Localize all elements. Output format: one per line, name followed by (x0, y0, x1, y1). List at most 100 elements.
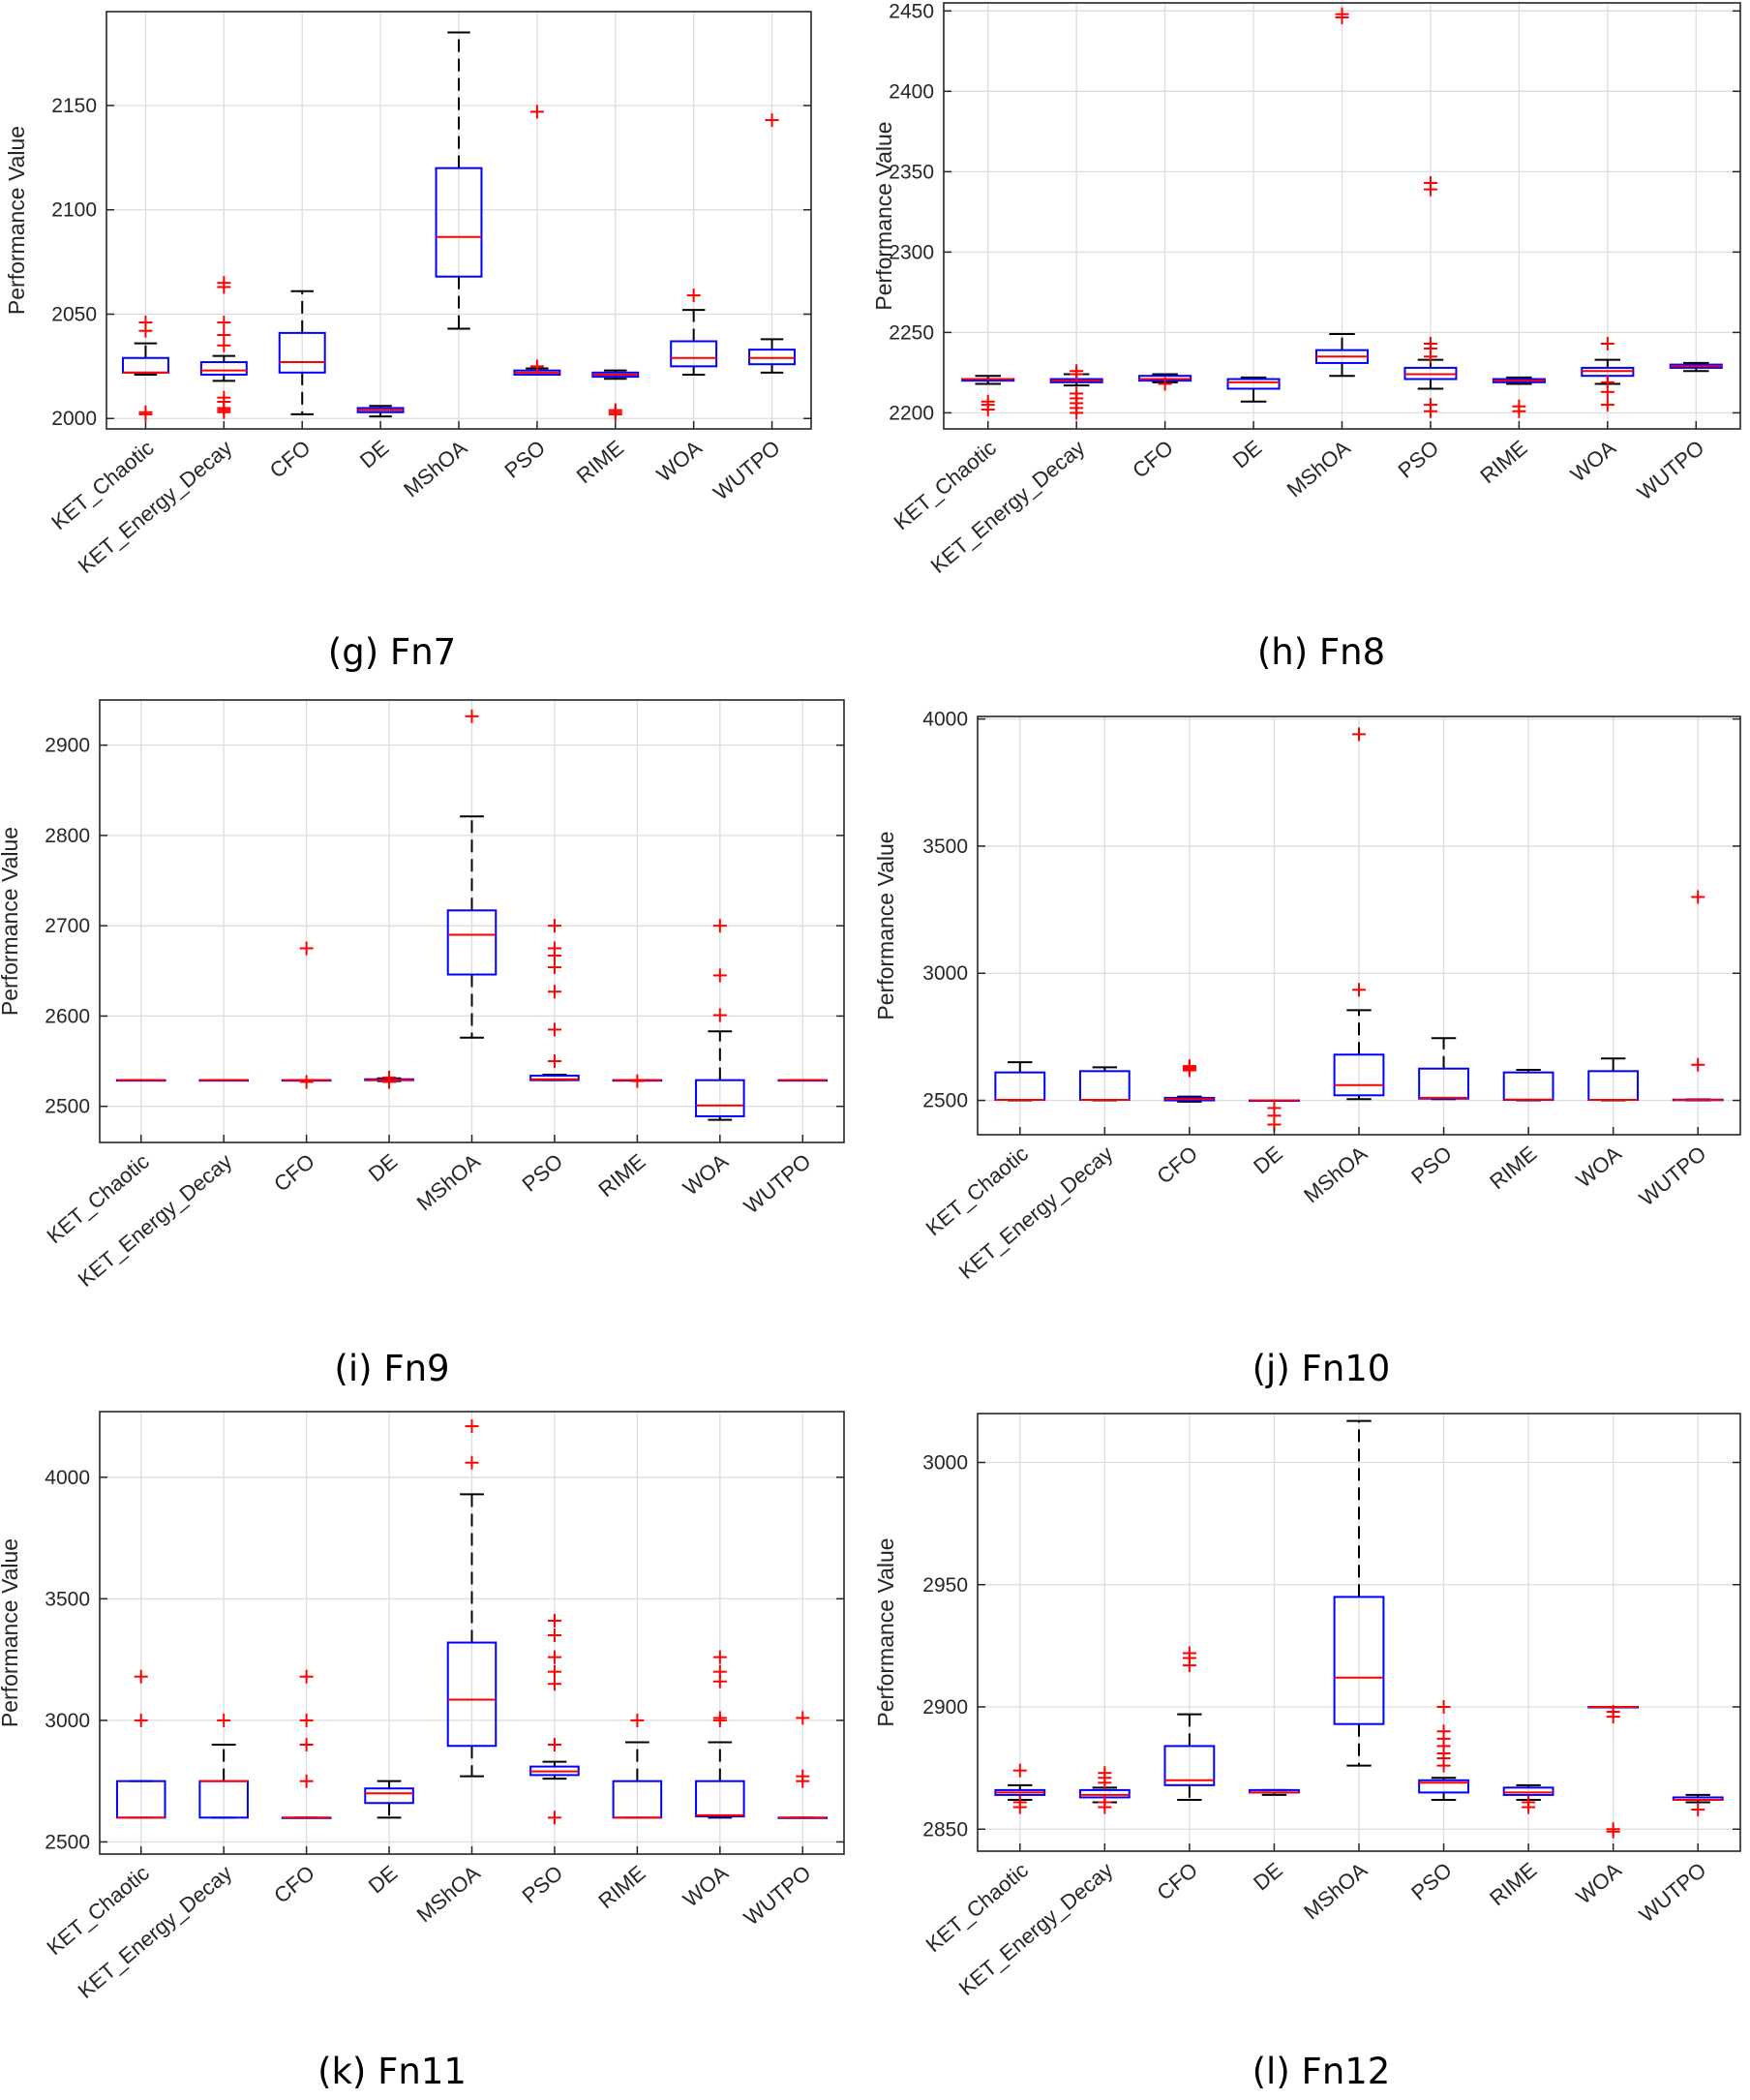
chart-panel-l: 2850 2900 2950 3000 KET_Chaotic KET_Energy_De… (876, 1394, 1750, 2053)
x-tick-label: DE (1228, 436, 1266, 473)
iqr-box (1333, 1596, 1385, 1725)
outlier-marker (1352, 983, 1366, 997)
iqr-box (446, 1641, 498, 1748)
box-KET_Chaotic (121, 316, 169, 421)
box-RIME (1492, 376, 1546, 418)
box-WOA (1587, 1705, 1640, 1839)
outlier-marker (1182, 1059, 1196, 1074)
caption-fn11: (k) Fn11 (317, 2051, 467, 2092)
outlier-marker (1512, 399, 1526, 413)
x-tick-label: WUTPO (739, 1149, 816, 1219)
y-tick-label: 2250 (889, 321, 934, 344)
outlier-marker (134, 1713, 148, 1727)
outlier-marker (217, 276, 231, 290)
y-tick-label: 2600 (45, 1005, 90, 1027)
y-tick-label: 2850 (922, 1818, 968, 1841)
boxplot-fn10: 2500300035004000KET_ChaoticKET_Energy_De… (876, 709, 1741, 1284)
caption-fn12: (l) Fn12 (1252, 2051, 1391, 2092)
x-tick-label: WOA (1566, 435, 1621, 486)
iqr-box (364, 1787, 414, 1805)
outlier-marker (1600, 337, 1614, 350)
box-DE (364, 1780, 414, 1819)
iqr-box (695, 1780, 745, 1818)
y-tick-label: 2200 (889, 402, 934, 424)
outlier-marker (1352, 727, 1366, 742)
x-tick-label: WUTPO (709, 436, 785, 505)
x-tick-label: KET_Energy_Decay (74, 436, 237, 578)
x-tick-label: WUTPO (739, 1861, 816, 1931)
box-MShOA (1333, 1419, 1385, 1767)
chart-panel-j: 2500 3000 3500 4000 KET_Chaotic KET_Energy_De… (876, 683, 1750, 1341)
box-CFO (281, 1669, 332, 1819)
x-tick-label: CFO (1152, 1141, 1202, 1189)
box-KET_Energy_Decay (1078, 1766, 1131, 1814)
x-tick-label: WUTPO (1635, 1141, 1711, 1211)
y-tick-label: 2900 (45, 735, 90, 757)
y-tick-label: 4000 (45, 1467, 90, 1489)
x-tick-label: MShOA (1282, 435, 1355, 502)
outlier-marker (1691, 1057, 1705, 1072)
box-PSO (1403, 175, 1458, 418)
y-tick-label: 4000 (922, 709, 968, 731)
box-DE (1226, 376, 1281, 403)
y-axis-label: Performance Value (4, 126, 29, 315)
outlier-marker (1423, 175, 1437, 190)
outlier-marker (712, 919, 727, 933)
x-tick-label: DE (1249, 1858, 1286, 1896)
box-KET_Energy_Decay (1078, 1066, 1131, 1102)
y-axis-label: Performance Value (0, 1538, 22, 1727)
outlier-marker (712, 1711, 727, 1725)
x-tick-label: CFO (265, 436, 316, 483)
outlier-marker (547, 960, 561, 975)
outlier-marker (299, 1738, 314, 1752)
outlier-marker (1182, 1646, 1196, 1660)
box-RIME (1502, 1069, 1554, 1102)
chart-panel-i: 2500 2600 2700 2800 2900 KET_Chaotic KET_Energ… (0, 683, 852, 1341)
x-tick-label: WOA (679, 1148, 734, 1200)
x-tick-label: RIME (1475, 436, 1531, 489)
x-tick-label: KET_Energy_Decay (926, 436, 1090, 578)
box-WUTPO (777, 1079, 829, 1082)
box-CFO (278, 289, 326, 415)
x-tick-label: MShOA (1299, 1141, 1372, 1207)
box-KET_Chaotic (994, 1061, 1046, 1102)
outlier-marker (630, 1713, 645, 1727)
y-tick-label: 2500 (922, 1090, 968, 1112)
box-DE (364, 1070, 414, 1089)
y-tick-label: 3000 (922, 1452, 968, 1475)
boxplot-fn12: 2850290029503000KET_ChaoticKET_Energy_De… (876, 1413, 1741, 2000)
box-DE (356, 405, 405, 418)
box-WUTPO (748, 113, 797, 374)
iqr-box (1226, 378, 1281, 390)
outlier-marker (1335, 7, 1349, 21)
y-axis-label: Performance Value (876, 831, 898, 1020)
x-tick-label: RIME (572, 436, 628, 489)
box-PSO (529, 919, 580, 1081)
y-tick-label: 2500 (45, 1831, 90, 1853)
outlier-marker (299, 1669, 314, 1684)
box-WUTPO (1669, 361, 1723, 373)
outlier-marker (529, 105, 544, 119)
x-tick-label: WOA (1572, 1857, 1627, 1908)
box-KET_Chaotic (994, 1763, 1046, 1814)
box-WUTPO (1672, 890, 1724, 1102)
boxplot-fn9: 25002600270028002900KET_ChaoticKET_Energ… (0, 699, 845, 1292)
outlier-marker (547, 1650, 561, 1664)
outlier-marker (1070, 386, 1084, 401)
outlier-marker (465, 1419, 479, 1434)
box-MShOA (435, 31, 483, 330)
iqr-box (199, 361, 248, 376)
iqr-box (435, 167, 483, 278)
outlier-marker (608, 403, 622, 417)
caption-fn7: (g) Fn7 (327, 631, 457, 673)
outlier-marker (217, 1713, 231, 1727)
outlier-marker (1606, 1705, 1620, 1720)
x-tick-label: RIME (1485, 1858, 1541, 1911)
iqr-box (695, 1079, 745, 1117)
outlier-marker (299, 1713, 314, 1727)
box-WOA (695, 919, 745, 1121)
outlier-marker (1070, 364, 1084, 379)
y-tick-label: 2000 (51, 408, 97, 430)
boxplot-fn8: 220022502300235024002450KET_ChaoticKET_E… (876, 0, 1741, 578)
y-tick-label: 2150 (51, 95, 97, 117)
